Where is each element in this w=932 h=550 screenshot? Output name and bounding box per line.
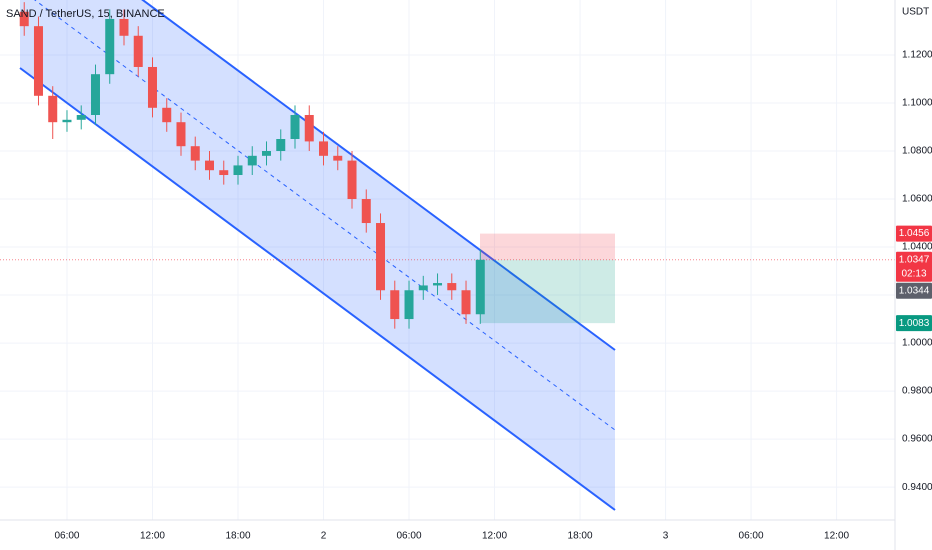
candle-body [404, 290, 414, 320]
candle-body [475, 259, 485, 315]
channel-lower [19, 67, 616, 511]
x-tick-label: 06:00 [54, 531, 79, 542]
axes: 1.12001.10001.08001.06001.04001.02001.00… [54, 50, 932, 542]
candle-body [333, 155, 343, 161]
x-tick-label: 12:00 [482, 531, 507, 542]
x-tick-label: 3 [663, 531, 669, 542]
x-tick-label: 12:00 [824, 531, 849, 542]
candle-body [90, 74, 100, 115]
y-tick-label: 1.1200 [902, 50, 932, 61]
channel-upper [141, 0, 616, 351]
candle-body [62, 119, 72, 123]
price-tag [896, 315, 932, 332]
channel [19, 0, 616, 511]
y-tick-label: 1.0400 [902, 242, 932, 253]
candle-body [76, 114, 86, 120]
price-tag [896, 225, 932, 242]
channel-fill [20, 0, 615, 510]
y-tick-label: 1.0800 [902, 146, 932, 157]
candle-body [33, 26, 43, 96]
currency: USDT [902, 7, 929, 18]
candle-body [390, 290, 400, 320]
candle-body [361, 199, 371, 224]
price-tag-countdown: 02:13 [901, 268, 926, 279]
price-tag-label: 1.0083 [899, 318, 930, 329]
candle-body [304, 114, 314, 142]
candle-body [276, 139, 286, 152]
candle-body [105, 18, 115, 75]
candle-body [48, 95, 58, 123]
x-tick-label: 12:00 [140, 531, 165, 542]
chart-title: SAND / TetherUS, 15, BINANCE [6, 8, 165, 20]
candle-body [247, 155, 257, 166]
x-tick-label: 18:00 [568, 531, 593, 542]
y-tick-label: 1.1000 [902, 98, 932, 109]
price-tag-label: 1.0344 [899, 285, 930, 296]
y-tick-label: 0.9800 [902, 386, 932, 397]
candle-body [176, 122, 186, 147]
x-tick-label: 06:00 [739, 531, 764, 542]
candle-body [347, 160, 357, 200]
candle-body [433, 283, 443, 286]
candle-body [219, 170, 229, 176]
candle-body [119, 18, 129, 36]
candle-body [461, 290, 471, 315]
candle-body [19, 11, 29, 27]
candle-body [233, 165, 243, 176]
x-tick-label: 18:00 [225, 531, 250, 542]
candle-body [147, 66, 157, 108]
y-tick-label: 0.9600 [902, 434, 932, 445]
candle-body [290, 114, 300, 140]
candle-body [133, 35, 143, 67]
y-tick-label: 1.0600 [902, 194, 932, 205]
candle-body [418, 285, 428, 291]
plot [0, 2, 895, 329]
stop-zone [480, 233, 615, 260]
candle-body [262, 151, 272, 156]
price-tag [896, 251, 932, 282]
y-tick-label: 0.9400 [902, 482, 932, 493]
candle-body [204, 160, 214, 171]
candle-body [376, 223, 386, 291]
x-tick-label: 06:00 [397, 531, 422, 542]
x-tick-label: 2 [321, 531, 327, 542]
candle-body [447, 283, 457, 291]
price-tag-label: 1.0347 [899, 254, 930, 265]
price-tag [896, 282, 932, 299]
candle-body [190, 146, 200, 161]
price-tag-label: 1.0456 [899, 228, 930, 239]
target-zone [480, 259, 615, 324]
candle-body [319, 141, 329, 156]
y-tick-label: 1.0000 [902, 338, 932, 349]
candle-body [162, 107, 172, 123]
channel-median [34, 0, 616, 431]
